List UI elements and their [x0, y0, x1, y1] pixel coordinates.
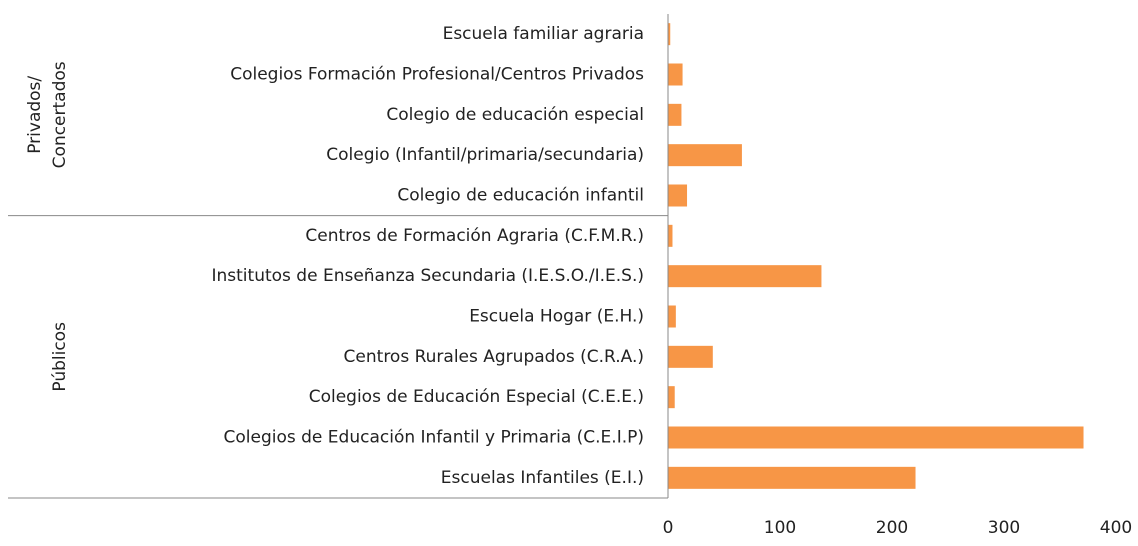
category-label: Colegio (Infantil/primaria/secundaria) [326, 145, 644, 165]
x-tick-label: 0 [663, 518, 674, 538]
category-label: Centros de Formación Agraria (C.F.M.R.) [305, 226, 644, 246]
category-label: Colegio de educación infantil [397, 186, 644, 206]
category-label: Institutos de Enseñanza Secundaria (I.E.… [212, 266, 645, 286]
bar [668, 184, 688, 207]
bar [668, 103, 682, 126]
bar [668, 144, 742, 167]
bar [668, 466, 916, 489]
bar [668, 426, 1084, 449]
category-label: Escuelas Infantiles (E.I.) [441, 468, 644, 488]
x-tick-label: 300 [988, 518, 1020, 538]
category-label: Colegio de educación especial [386, 105, 644, 125]
bar [668, 265, 822, 288]
category-label: Escuela familiar agraria [443, 24, 644, 44]
category-label: Escuela Hogar (E.H.) [469, 307, 644, 327]
category-label: Centros Rurales Agrupados (C.R.A.) [344, 347, 644, 367]
bar [668, 305, 676, 328]
category-label: Colegios Formación Profesional/Centros P… [230, 65, 644, 85]
x-tick-label: 200 [876, 518, 908, 538]
bar [668, 63, 683, 86]
group-label: Concertados [50, 61, 70, 168]
category-label: Colegios de Educación Especial (C.E.E.) [309, 387, 644, 407]
x-tick-label: 400 [1100, 518, 1132, 538]
group-label: Privados/ [25, 76, 45, 154]
bar [668, 23, 671, 46]
bar [668, 345, 713, 368]
group-label: Públicos [50, 322, 70, 392]
bar [668, 224, 673, 247]
bar [668, 386, 675, 409]
x-tick-label: 100 [764, 518, 796, 538]
category-label: Colegios de Educación Infantil y Primari… [224, 428, 644, 448]
